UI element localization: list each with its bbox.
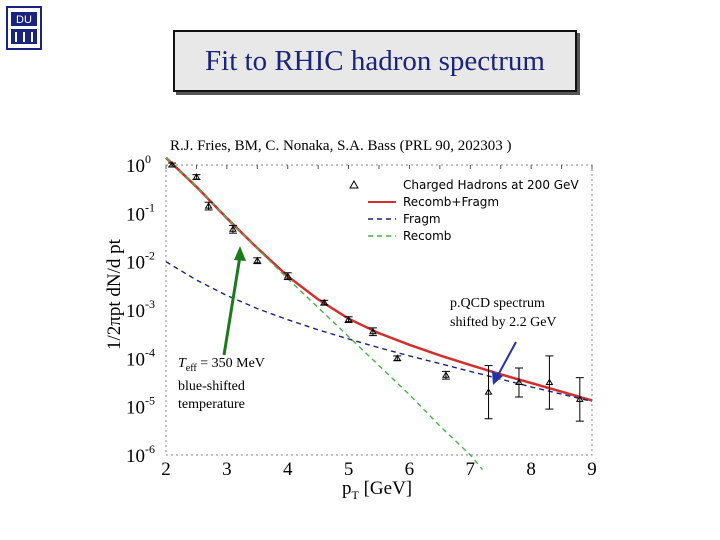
data-point xyxy=(192,173,201,180)
y-tick-exponent: -5 xyxy=(145,394,155,408)
y-tick-exponent: -3 xyxy=(145,297,155,311)
y-tick-label: 10-5 xyxy=(126,394,155,419)
x-axis-label: pT [GeV] xyxy=(342,478,412,503)
data-point xyxy=(168,161,176,168)
logo-text: DU xyxy=(16,14,32,26)
y-tick-label: 10-4 xyxy=(126,345,155,370)
legend-entry-label: Recomb+Fragm xyxy=(403,195,499,209)
x-axis-label-sub: T xyxy=(351,487,359,502)
y-tick-exponent: -1 xyxy=(145,200,155,214)
y-tick-exponent: 0 xyxy=(145,152,151,166)
data-point xyxy=(442,371,450,378)
legend-entry-label: Charged Hadrons at 200 GeV xyxy=(403,178,579,192)
x-tick-label: 2 xyxy=(161,459,171,480)
data-point xyxy=(229,225,237,232)
legend-entry-label: Fragm xyxy=(403,212,441,226)
teff-line1: Teff = 350 MeV xyxy=(178,355,265,378)
teff-arrow-head xyxy=(234,246,246,261)
data-point xyxy=(204,202,213,209)
x-tick-label: 4 xyxy=(283,459,293,480)
title-box: Fit to RHIC hadron spectrum xyxy=(173,30,577,92)
series-recomb xyxy=(165,157,484,470)
data-point xyxy=(575,395,584,402)
pqcd-arrow-head xyxy=(492,371,503,385)
teff-value: = 350 MeV xyxy=(196,356,265,371)
y-tick-exponent: -2 xyxy=(145,249,155,263)
x-tick-label: 5 xyxy=(344,459,354,480)
data-point xyxy=(484,388,493,395)
y-tick-label: 100 xyxy=(126,152,151,177)
pqcd-line1: p.QCD spectrum xyxy=(450,296,545,311)
x-tick-label: 9 xyxy=(587,459,597,480)
plot-frame xyxy=(165,164,593,456)
citation: R.J. Fries, BM, C. Nonaka, S.A. Bass (PR… xyxy=(170,138,512,154)
x-axis-label-p: p xyxy=(342,478,352,499)
data-point xyxy=(369,327,377,335)
data-point xyxy=(320,298,329,306)
pqcd-arrow-line xyxy=(496,341,517,378)
data-point xyxy=(283,272,292,279)
university-logo-icon: DU xyxy=(6,6,42,50)
y-axis-label: 1/2πpt dN/d pt xyxy=(104,239,125,350)
teff-arrow-line xyxy=(222,255,242,356)
data-point xyxy=(393,354,402,361)
slide-title: Fit to RHIC hadron spectrum xyxy=(205,44,545,77)
y-tick-label: 10-2 xyxy=(126,249,155,274)
y-tick-label: 10-6 xyxy=(126,442,155,467)
x-tick-label: 6 xyxy=(405,459,415,480)
pqcd-line2: shifted by 2.2 GeV xyxy=(450,315,557,330)
x-tick-label: 7 xyxy=(466,459,476,480)
y-tick-exponent: -4 xyxy=(145,345,155,359)
teff-line2: blue-shifted xyxy=(178,378,245,394)
teff-symbol: T xyxy=(178,356,186,371)
x-tick-label: 8 xyxy=(526,459,536,480)
legend-entry-label: Recomb xyxy=(403,229,451,243)
teff-sub: eff xyxy=(185,362,197,374)
x-axis-label-unit: [GeV] xyxy=(358,478,413,499)
legend-marker-triangle xyxy=(349,179,359,189)
data-point xyxy=(253,256,262,264)
y-tick-label: 10-3 xyxy=(126,297,155,322)
y-tick-label: 10-1 xyxy=(126,200,155,225)
x-tick-label: 3 xyxy=(222,459,232,480)
data-point xyxy=(545,378,554,385)
y-tick-exponent: -6 xyxy=(145,442,155,456)
teff-line3: temperature xyxy=(178,396,245,412)
pqcd-annotation: p.QCD spectrum shifted by 2.2 GeV xyxy=(450,294,557,332)
teff-annotation: Teff = 350 MeV blue-shifted temperature xyxy=(178,355,265,414)
data-point xyxy=(515,378,523,385)
data-point xyxy=(344,315,353,323)
